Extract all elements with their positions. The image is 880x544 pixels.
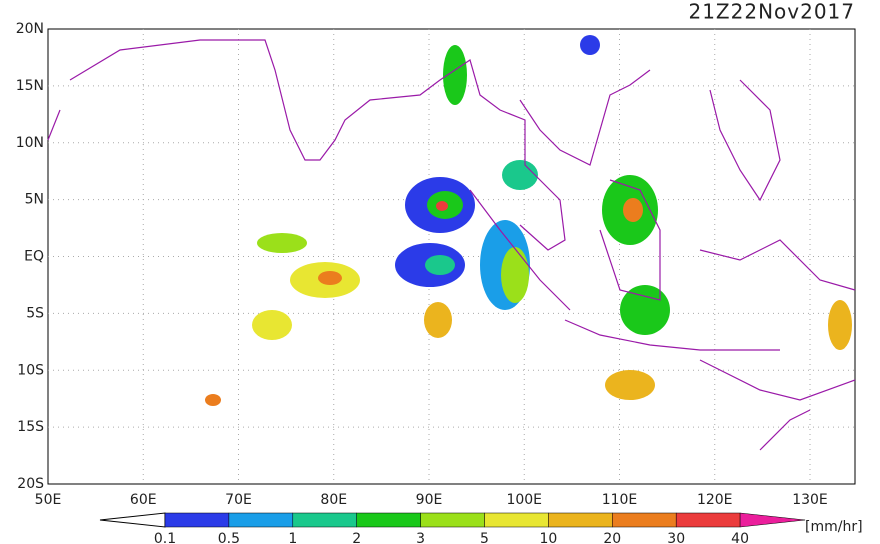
colorbar-label: 1 <box>288 531 297 544</box>
lon-label: 100E <box>506 492 542 508</box>
precipitation-field <box>205 35 852 406</box>
colorbar-box <box>675 512 741 528</box>
colorbar-box <box>484 512 549 528</box>
colorbar-under <box>99 512 166 528</box>
lat-label: 15N <box>16 78 44 94</box>
colorbar-label: 30 <box>667 531 685 544</box>
lon-label: 50E <box>35 492 62 508</box>
lon-label: 130E <box>792 492 828 508</box>
colorbar-box <box>548 512 613 528</box>
colorbar-label: 2 <box>352 531 361 544</box>
colorbar-over <box>739 512 806 528</box>
colorbar-label: 3 <box>416 531 425 544</box>
colorbar-box <box>612 512 677 528</box>
lon-label: 70E <box>225 492 252 508</box>
lon-label: 60E <box>130 492 157 508</box>
colorbar-label: 5 <box>480 531 489 544</box>
lat-label: 20N <box>16 21 44 37</box>
lat-label: 10N <box>16 135 44 151</box>
lat-label: 5N <box>25 192 44 208</box>
lat-label: 20S <box>17 476 44 492</box>
lon-label: 110E <box>602 492 638 508</box>
lon-label: 90E <box>416 492 443 508</box>
colorbar-label: 20 <box>603 531 621 544</box>
colorbar-unit: [mm/hr] <box>805 519 863 535</box>
lat-label: 10S <box>17 362 44 378</box>
colorbar-label: 0.5 <box>218 531 240 544</box>
colorbar-box <box>420 512 485 528</box>
lon-label: 120E <box>697 492 733 508</box>
lon-label: 80E <box>320 492 347 508</box>
colorbar-box <box>292 512 357 528</box>
coastlines <box>47 39 856 451</box>
colorbar-box <box>164 512 230 528</box>
colorbar-label: 10 <box>539 531 557 544</box>
colorbar-box <box>228 512 294 528</box>
colorbar: 0.1 0.5 1 2 3 5 10 20 30 40 <box>99 512 806 544</box>
lat-label: 15S <box>17 419 44 435</box>
colorbar-label: 40 <box>731 531 749 544</box>
lat-label: EQ <box>24 249 44 265</box>
graticule <box>48 29 855 484</box>
colorbar-box <box>356 512 421 528</box>
map-title: 21Z22Nov2017 <box>688 0 855 24</box>
lat-label: 5S <box>26 305 44 321</box>
colorbar-label: 0.1 <box>154 531 176 544</box>
